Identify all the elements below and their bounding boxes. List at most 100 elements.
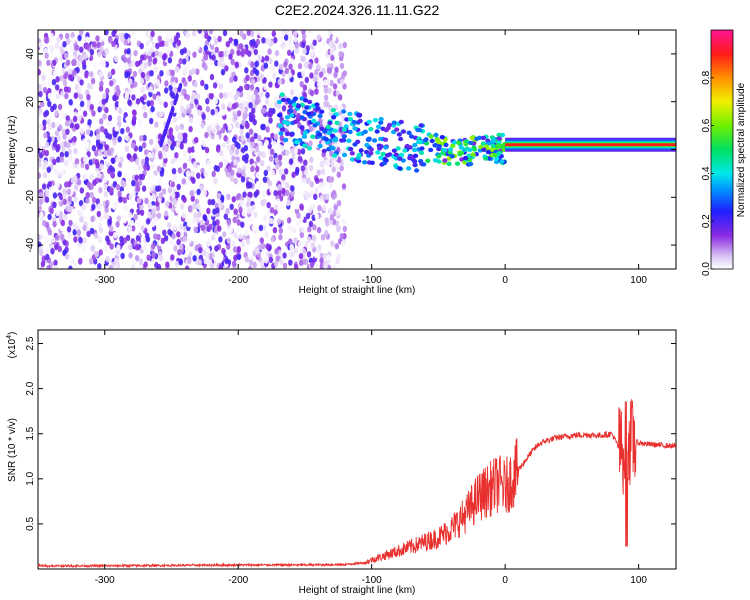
colorbar-tick-label: 0.4 <box>701 166 712 180</box>
spectrogram-cell <box>115 221 120 228</box>
snr-y-multiplier: (x104) <box>6 332 18 359</box>
spectrogram-cell <box>285 30 291 34</box>
spectrogram-cell <box>157 35 162 42</box>
spectrogram-cell <box>317 113 323 119</box>
spectrogram-cell <box>191 94 196 101</box>
spectrogram-cell <box>302 130 308 135</box>
spectrogram-cell <box>38 261 42 269</box>
spectrogram-cell <box>332 153 338 158</box>
spectrogram-cell <box>209 58 214 66</box>
spectrogram-cell <box>286 217 292 224</box>
spectrogram-cell <box>220 127 226 134</box>
x-tick-label: 0 <box>502 275 508 286</box>
spectrogram-cell <box>175 141 180 148</box>
spectrogram-cell <box>54 50 60 57</box>
spectrogram-cell <box>333 71 338 79</box>
spectrogram-cell <box>226 219 232 226</box>
colorbar-label: Normalized spectral amplitude <box>736 82 747 217</box>
spectrogram-cell <box>178 57 183 65</box>
spectrogram-cell <box>336 171 341 178</box>
spectrogram-cell <box>232 246 238 253</box>
spectrogram-cell <box>227 91 233 98</box>
spectrogram-cell <box>72 229 77 236</box>
colorbar-tick-label: 0.2 <box>701 214 712 228</box>
spectrogram-cell <box>336 253 341 260</box>
spectrogram-cell <box>194 136 199 144</box>
spectrogram-cell <box>385 125 391 131</box>
spectrogram-cell <box>75 104 81 111</box>
spectrogram-cell <box>122 197 128 204</box>
spectrogram-cell <box>192 239 197 246</box>
spectrogram-cell <box>279 63 284 70</box>
spectrogram-cell <box>451 140 458 145</box>
spectrogram-cell <box>143 111 148 119</box>
spectrogram-cell <box>240 169 246 176</box>
spectrogram-cell <box>283 61 288 68</box>
spectrogram-cell <box>398 119 404 125</box>
spectrogram-cell <box>132 259 137 266</box>
spectrogram-cell <box>316 81 322 88</box>
spectrogram-cell <box>82 138 87 145</box>
spectrogram-cell <box>232 136 237 143</box>
spectrogram-cell <box>268 57 273 65</box>
spectrogram-cell <box>248 265 253 269</box>
spectrogram-cell <box>330 240 335 247</box>
spectrogram-cell <box>323 137 329 142</box>
spectrogram-cell <box>292 96 298 101</box>
spectrogram-cell <box>73 147 78 155</box>
spectrogram-cell <box>204 146 210 154</box>
spectrogram-cell <box>180 105 185 113</box>
spectrogram-cell <box>203 45 208 52</box>
spectrogram-cell <box>158 63 163 71</box>
spectrogram-cell <box>104 158 109 166</box>
spectrogram-cell <box>103 176 108 183</box>
spectrogram-cell <box>162 229 167 236</box>
spectrogram-cell <box>324 230 329 237</box>
spectrogram-cell <box>158 254 163 262</box>
spectrogram-cell <box>268 81 273 88</box>
spectrogram-cell <box>391 148 397 153</box>
spectrogram-cell <box>128 87 133 95</box>
spectrogram-cell <box>84 72 89 79</box>
spectrogram-cell <box>428 134 434 139</box>
y-tick-label: 0.5 <box>25 517 36 531</box>
spectrogram-cell <box>55 146 60 153</box>
spectrogram-cell <box>128 252 133 259</box>
spectrogram-cell <box>182 132 188 139</box>
spectrogram-cell <box>244 256 249 263</box>
spectrogram-cell <box>352 126 358 131</box>
spectrogram-cell <box>151 208 156 215</box>
spectrogram-cell <box>279 92 285 97</box>
spectrogram-cell <box>40 80 46 87</box>
spectrogram-cell <box>344 117 350 122</box>
spectrogram-cell <box>366 119 372 125</box>
spectrogram-cell <box>255 248 260 255</box>
spectrogram-cell <box>309 261 315 269</box>
spectrogram-cell <box>225 249 230 257</box>
spectrogram-cell <box>190 170 195 177</box>
spectrogram-cell <box>85 36 90 43</box>
spectrogram-cell <box>306 236 312 243</box>
spectrogram-cell <box>203 214 208 222</box>
spectrogram-cell <box>301 33 307 40</box>
spectrogram-cell <box>120 127 125 135</box>
spectrogram-cell <box>244 83 249 91</box>
spectrogram-cell <box>196 164 201 171</box>
spectrogram-cell <box>200 79 205 87</box>
spectrogram-cell <box>258 224 264 232</box>
spectrogram-cell <box>166 247 172 254</box>
spectrogram-cell <box>192 51 197 58</box>
spectrogram-cell <box>332 138 338 143</box>
spectrogram-cell <box>229 175 235 183</box>
spectrogram-cell <box>99 163 104 170</box>
spectrogram-cell <box>294 47 299 54</box>
spectrogram-cell <box>341 183 347 190</box>
spectrogram-cell <box>335 163 340 170</box>
spectrogram-cell <box>224 257 229 265</box>
spectrogram-cell <box>164 40 169 48</box>
spectrogram-cell <box>428 147 434 153</box>
spectrogram-cell <box>282 262 288 269</box>
spectrogram-cell <box>86 230 91 238</box>
spectrogram-cell <box>268 155 274 162</box>
